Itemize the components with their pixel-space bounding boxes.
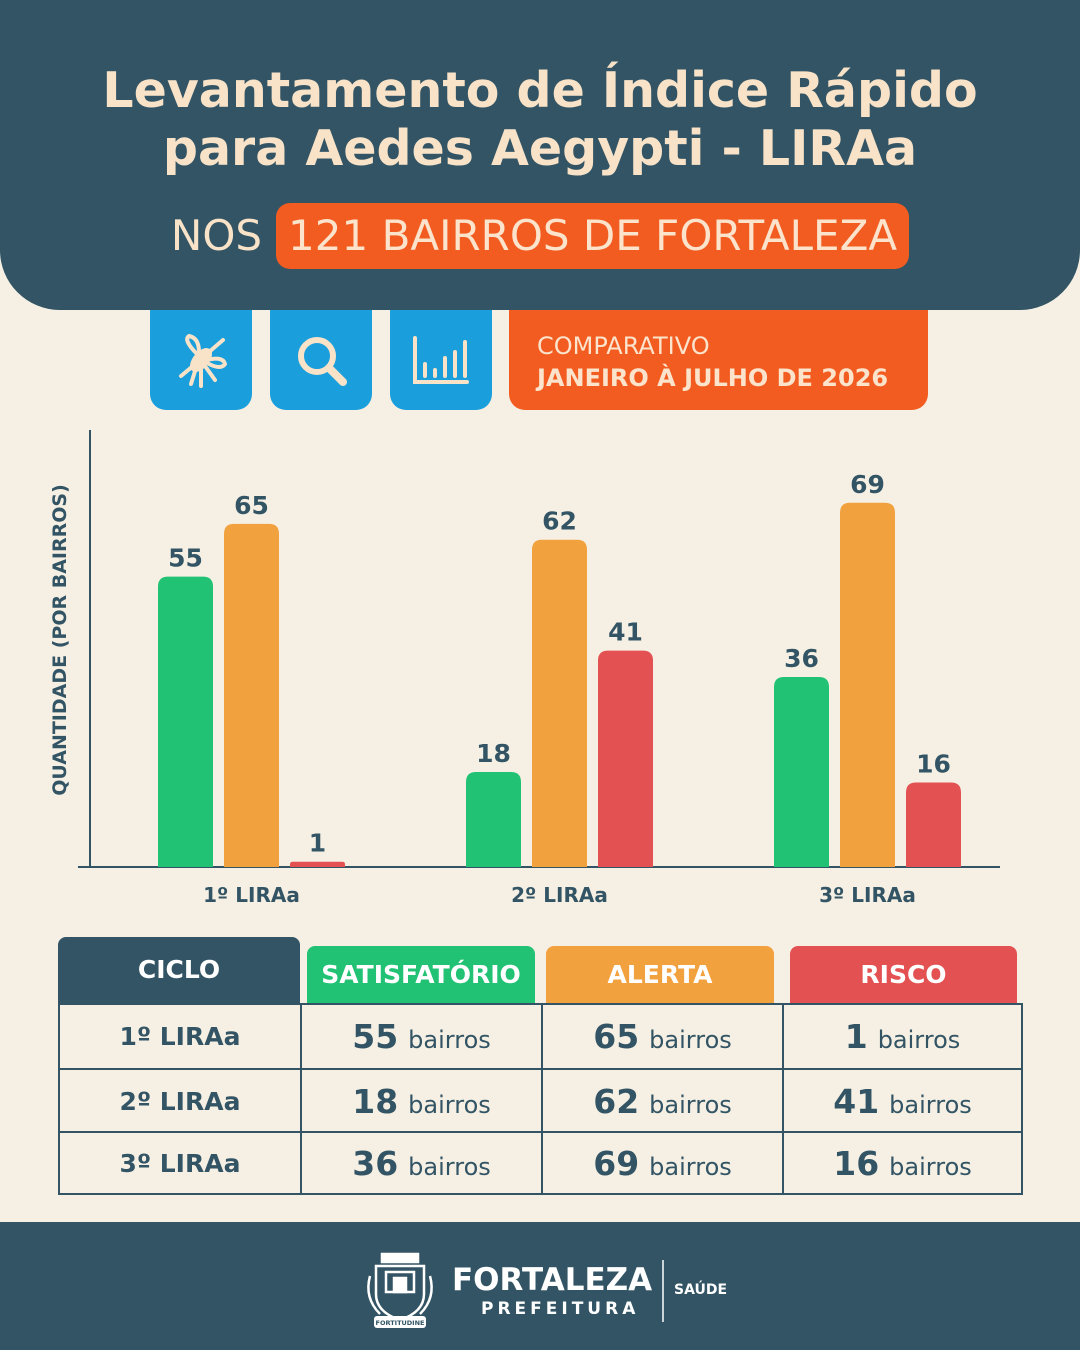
cell-unit: bairros [408, 1152, 491, 1181]
header-banner: Levantamento de Índice Rápido para Aedes… [0, 0, 1080, 310]
footer: FORTITUDINE FORTALEZA PREFEITURA SAÚDE [0, 1222, 1080, 1350]
bar-alerta-1 [224, 523, 279, 867]
city-crest-logo: FORTITUDINE [367, 1252, 433, 1328]
cell-unit: bairros [889, 1090, 972, 1119]
data-label: 16 [916, 750, 951, 779]
x-tick-label: 3º LIRAa [819, 883, 916, 907]
cell-value: 55 [352, 1017, 399, 1056]
data-label: 18 [476, 739, 511, 768]
cell-value: 18 [352, 1082, 399, 1121]
data-label: 55 [168, 544, 203, 573]
cell-unit: bairros [649, 1025, 732, 1054]
cell-value: 1 [844, 1017, 868, 1056]
bar-risco-2 [598, 650, 653, 867]
subtitle-highlight: 121 BAIRROS DE FORTALEZA [276, 203, 910, 269]
table-row-3-satisfatorio: 36 bairros [302, 1132, 541, 1195]
subtitle-prefix: NOS [170, 211, 263, 260]
bar-alerta-2 [532, 539, 587, 867]
table-row-2-satisfatorio: 18 bairros [302, 1070, 541, 1133]
data-label: 69 [850, 470, 885, 499]
table-header-risco: RISCO [790, 946, 1017, 1004]
brand-subtitle: PREFEITURA [481, 1299, 640, 1319]
logo-divider [662, 1260, 664, 1322]
bar-alerta-3 [840, 502, 895, 867]
bar-chart-icon [413, 336, 469, 384]
cell-unit: bairros [408, 1090, 491, 1119]
cell-unit: bairros [649, 1152, 732, 1181]
table-row-1-cycle: 1º LIRAa [119, 1022, 241, 1051]
title-line-1: Levantamento de Índice Rápido [102, 62, 978, 119]
mosquito-icon-tile [150, 310, 252, 410]
data-label: 62 [542, 507, 577, 536]
bar-chart-icon-tile [390, 310, 492, 410]
brand-name: FORTALEZA [452, 1262, 653, 1298]
cell-value: 41 [833, 1082, 880, 1121]
cell-value: 62 [593, 1082, 640, 1121]
table-row-3-risco: 16 bairros [784, 1132, 1021, 1195]
table-row-1-satisfatorio: 55 bairros [302, 1005, 541, 1068]
x-tick-label: 1º LIRAa [203, 883, 300, 907]
data-label: 41 [608, 618, 643, 647]
table-row-3-alerta: 69 bairros [543, 1132, 782, 1195]
bar-chart: QUANTIDADE (POR BAIRROS) 55 65 1 1º LIRAa 18 6… [49, 430, 1000, 907]
table-row-1-risco: 1 bairros [784, 1005, 1021, 1068]
cell-unit: bairros [408, 1025, 491, 1054]
table-header-alerta: ALERTA [546, 946, 774, 1004]
table-row-3-cycle: 3º LIRAa [119, 1149, 241, 1178]
table-row-2-alerta: 62 bairros [543, 1070, 782, 1133]
subtitle: NOS 121 BAIRROS DE FORTALEZA [0, 203, 1080, 269]
period-badge: COMPARATIVO JANEIRO À JULHO DE 2026 [509, 310, 928, 410]
page-title: Levantamento de Índice Rápido para Aedes… [0, 62, 1080, 178]
table-row-2-risco: 41 bairros [784, 1070, 1021, 1133]
cell-value: 36 [352, 1144, 399, 1183]
bar-risco-3 [906, 782, 961, 867]
data-label: 1 [309, 829, 326, 858]
table-row-1-alerta: 65 bairros [543, 1005, 782, 1068]
magnifier-icon-tile [270, 310, 372, 410]
x-tick-label: 2º LIRAa [511, 883, 608, 907]
bar-satisfatório-3 [774, 676, 829, 867]
data-label: 36 [784, 644, 819, 673]
data-table: 1º LIRAa 55 bairros 65 bairros 1 bairros 2º… [58, 1003, 1023, 1195]
table-header-ciclo: CICLO [58, 937, 300, 1005]
cell-unit: bairros [877, 1025, 961, 1054]
magnifier-icon [298, 337, 347, 386]
bar-satisfatório-2 [466, 771, 521, 867]
table-row-2-cycle: 2º LIRAa [119, 1087, 241, 1116]
y-axis-label: QUANTIDADE (POR BAIRROS) [49, 484, 71, 796]
period-range: JANEIRO À JULHO DE 2026 [537, 364, 889, 392]
period-label: COMPARATIVO [537, 332, 710, 360]
title-line-2: para Aedes Aegypti - LIRAa [162, 120, 918, 177]
cell-value: 65 [593, 1017, 640, 1056]
cell-unit: bairros [649, 1090, 732, 1119]
cell-unit: bairros [889, 1152, 972, 1181]
table-header-satisfatorio: SATISFATÓRIO [307, 946, 535, 1004]
department-label: SAÚDE [674, 1282, 728, 1298]
bar-risco-1 [290, 861, 345, 867]
crest-motto: FORTITUDINE [376, 1319, 425, 1327]
cell-value: 16 [833, 1144, 880, 1183]
data-label: 65 [234, 491, 269, 520]
cell-value: 69 [593, 1144, 640, 1183]
mosquito-icon [179, 333, 228, 388]
bar-satisfatório-1 [158, 576, 213, 867]
